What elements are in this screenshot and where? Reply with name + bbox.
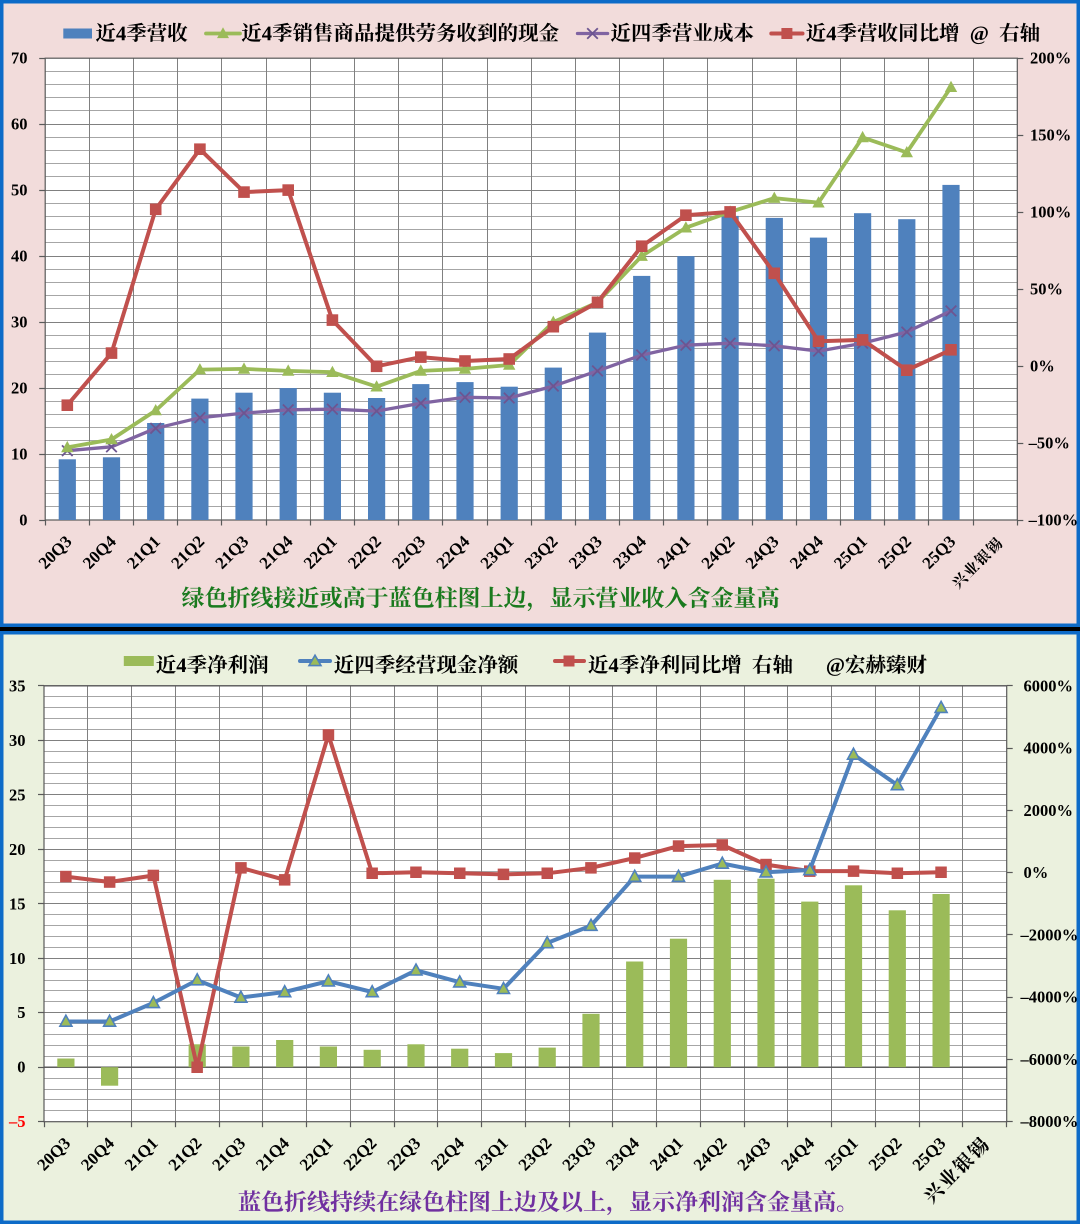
svg-text:–6000%: –6000%	[1020, 1050, 1079, 1069]
svg-text:–100%: –100%	[1028, 511, 1079, 530]
svg-text:30: 30	[9, 731, 26, 750]
svg-text:20: 20	[9, 840, 26, 859]
svg-text:0: 0	[19, 511, 27, 530]
svg-text:15: 15	[9, 894, 26, 913]
svg-text:0%: 0%	[1024, 863, 1049, 882]
svg-text:50: 50	[11, 181, 28, 200]
svg-text:30: 30	[11, 313, 28, 332]
svg-text:20: 20	[11, 379, 28, 398]
svg-text:0%: 0%	[1030, 357, 1055, 376]
svg-text:–8000%: –8000%	[1020, 1112, 1079, 1131]
svg-text:35: 35	[9, 676, 26, 695]
svg-text:100%: 100%	[1030, 203, 1071, 222]
svg-text:4000%: 4000%	[1024, 739, 1074, 758]
svg-text:40: 40	[11, 247, 28, 266]
svg-text:10: 10	[11, 445, 28, 464]
svg-text:70: 70	[11, 49, 28, 68]
svg-text:6000%: 6000%	[1024, 676, 1074, 695]
svg-text:–5: –5	[8, 1112, 26, 1131]
svg-text:–4000%: –4000%	[1020, 988, 1079, 1007]
svg-text:5: 5	[17, 1003, 25, 1022]
svg-text:50%: 50%	[1030, 280, 1063, 299]
svg-text:2000%: 2000%	[1024, 801, 1074, 820]
svg-text:150%: 150%	[1030, 126, 1071, 145]
svg-text:–2000%: –2000%	[1020, 925, 1079, 944]
svg-text:–50%: –50%	[1028, 434, 1070, 453]
svg-text:0: 0	[17, 1058, 25, 1077]
svg-text:10: 10	[9, 949, 26, 968]
svg-text:60: 60	[11, 115, 28, 134]
svg-text:200%: 200%	[1030, 49, 1071, 68]
svg-text:25: 25	[9, 785, 26, 804]
